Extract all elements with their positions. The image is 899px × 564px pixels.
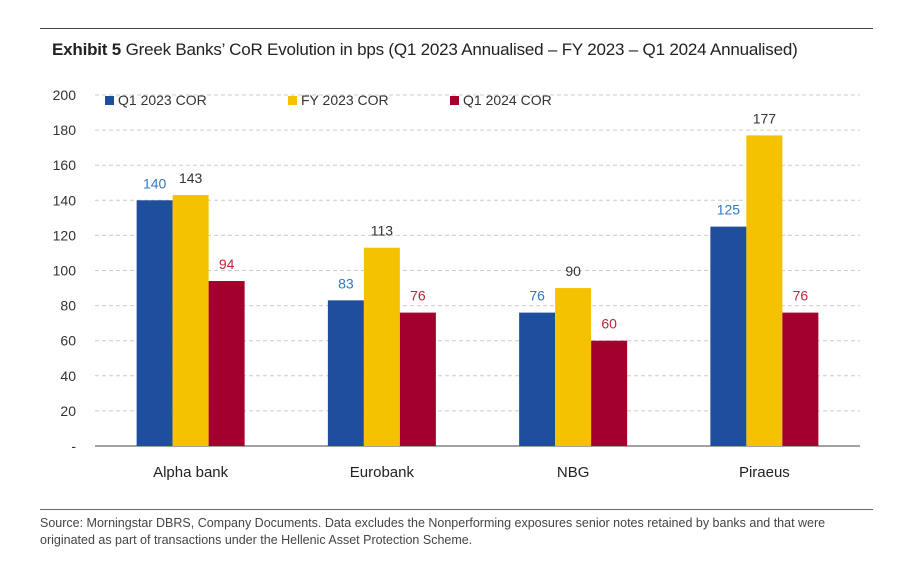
y-tick-label: 140	[53, 192, 77, 208]
legend-swatch-fy_2023	[288, 96, 297, 105]
legend-label: FY 2023 COR	[301, 92, 389, 108]
exhibit-title: Greek Banks’ CoR Evolution in bps (Q1 20…	[125, 40, 798, 59]
exhibit-label: Exhibit 5	[52, 40, 122, 59]
y-tick-label: 200	[53, 87, 77, 103]
bar-q1_2023	[710, 226, 747, 446]
legend-label: Q1 2023 COR	[118, 92, 207, 108]
bar-q1_2024	[591, 340, 628, 446]
bar-chart: - 20 40 60 80 100 120 140 160 180 200 140 143 94 Alpha…	[53, 87, 860, 481]
data-label: 125	[717, 202, 741, 218]
data-label: 76	[529, 288, 545, 304]
bar-q1_2023	[136, 200, 173, 446]
top-rule	[40, 28, 873, 29]
source-note: Source: Morningstar DBRS, Company Docume…	[40, 516, 826, 547]
bar-fy_2023	[555, 288, 592, 446]
bar-fy_2023	[172, 195, 209, 446]
bottom-rule	[40, 509, 873, 510]
chart-title: Exhibit 5 Greek Banks’ CoR Evolution in …	[52, 40, 798, 60]
data-label: 113	[371, 223, 394, 239]
legend-label: Q1 2024 COR	[463, 92, 552, 108]
y-tick-label: 100	[53, 263, 77, 279]
data-label: 94	[219, 256, 235, 272]
bar-q1_2023	[327, 300, 364, 446]
data-label: 83	[338, 275, 354, 291]
y-tick-label: 60	[60, 333, 76, 349]
y-tick-label: 80	[60, 298, 76, 314]
legend-swatch-q1_2024	[450, 96, 459, 105]
bar-fy_2023	[363, 247, 400, 446]
y-tick-label: 160	[53, 157, 77, 173]
bar-fy_2023	[746, 135, 783, 447]
bar-q1_2023	[519, 312, 556, 446]
data-label: 143	[179, 170, 203, 186]
y-tick-label: 180	[53, 122, 77, 138]
bar-q1_2024	[399, 312, 436, 446]
bar-q1_2024	[208, 281, 245, 446]
x-tick-label: Piraeus	[739, 464, 790, 481]
y-tick-label: 20	[60, 403, 76, 419]
data-label: 140	[143, 175, 167, 191]
data-label: 90	[565, 263, 581, 279]
legend-swatch-q1_2023	[105, 96, 114, 105]
x-tick-label: NBG	[557, 464, 590, 481]
data-label: 177	[753, 110, 777, 126]
y-tick-label: 40	[60, 368, 76, 384]
x-tick-label: Eurobank	[350, 464, 415, 481]
y-tick-label: 120	[53, 227, 77, 243]
y-tick-label: -	[71, 438, 76, 454]
data-label: 60	[601, 316, 617, 332]
bar-q1_2024	[782, 312, 819, 446]
x-tick-label: Alpha bank	[153, 464, 229, 481]
data-label: 76	[410, 288, 426, 304]
data-label: 76	[793, 288, 809, 304]
